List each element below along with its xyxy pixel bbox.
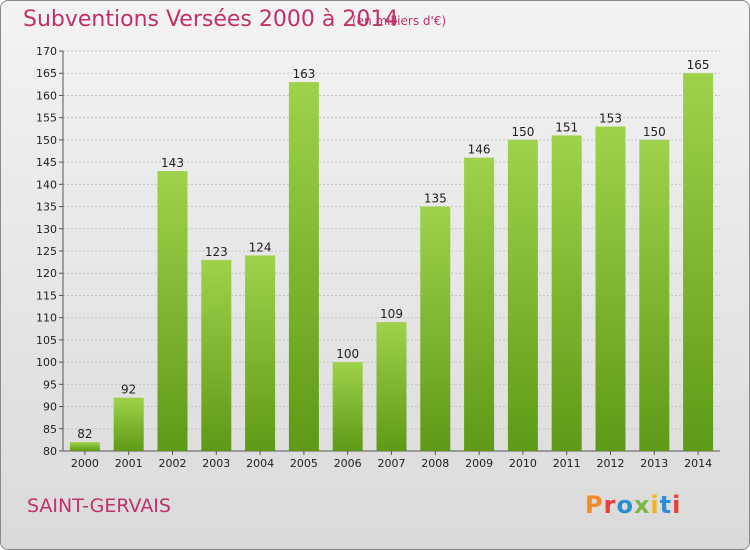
y-tick-label: 100 (36, 356, 57, 369)
bar (595, 126, 626, 452)
logo-letter: r (603, 491, 617, 519)
logo-letter: o (616, 491, 634, 519)
y-tick-label: 160 (36, 89, 57, 102)
bar (683, 73, 714, 451)
bar (201, 259, 232, 451)
y-tick-label: 140 (36, 178, 57, 191)
y-tick-label: 110 (36, 312, 57, 325)
commune-name: SAINT-GERVAIS (27, 495, 171, 517)
x-tick-label: 2006 (334, 457, 362, 470)
value-label: 109 (380, 307, 403, 321)
x-tick-label: 2014 (684, 457, 712, 470)
x-tick-label: 2003 (202, 457, 230, 470)
bar (332, 362, 363, 451)
value-label: 92 (121, 383, 136, 397)
value-label: 143 (161, 156, 184, 170)
value-labels: 82 92 143 123 124 163 100 109 135 146 150 151 153 150… (77, 58, 709, 441)
logo-letter: P (585, 491, 604, 519)
bar (288, 82, 319, 451)
value-label: 82 (77, 427, 92, 441)
bar (245, 255, 276, 451)
y-tick-labels: 80 85 90 95 100 105 110 115 120 125 130 135 140 145 15… (36, 45, 63, 458)
value-label: 124 (249, 240, 272, 254)
value-label: 153 (599, 112, 622, 126)
y-tick-label: 80 (43, 445, 57, 458)
value-label: 163 (292, 67, 315, 81)
value-label: 150 (511, 125, 534, 139)
y-tick-label: 115 (36, 289, 57, 302)
y-tick-label: 130 (36, 223, 57, 236)
x-tick-label: 2000 (71, 457, 99, 470)
bar (376, 322, 407, 451)
x-tick-label: 2005 (290, 457, 318, 470)
value-label: 146 (468, 143, 491, 157)
y-tick-label: 135 (36, 201, 57, 214)
x-tick-label: 2001 (115, 457, 143, 470)
value-label: 151 (555, 120, 578, 134)
x-tick-label: 2007 (378, 457, 406, 470)
y-tick-label: 90 (43, 401, 57, 414)
value-label: 150 (643, 125, 666, 139)
bar (69, 442, 100, 451)
y-tick-label: 155 (36, 112, 57, 125)
x-tick-label: 2013 (640, 457, 668, 470)
bar (113, 397, 144, 451)
bar (464, 157, 495, 451)
bar (639, 139, 670, 451)
x-tick-label: 2002 (159, 457, 187, 470)
y-tick-label: 145 (36, 156, 57, 169)
y-tick-label: 125 (36, 245, 57, 258)
x-tick-label: 2008 (421, 457, 449, 470)
y-tick-label: 120 (36, 267, 57, 280)
x-tick-label: 2011 (553, 457, 581, 470)
x-tick-label: 2009 (465, 457, 493, 470)
y-tick-label: 105 (36, 334, 57, 347)
logo-letter: i (650, 491, 660, 519)
value-label: 123 (205, 245, 228, 259)
value-label: 135 (424, 192, 447, 206)
logo-letter: x (633, 491, 651, 519)
x-tick-label: 2004 (246, 457, 274, 470)
y-tick-label: 95 (43, 378, 57, 391)
bar (507, 139, 538, 451)
bar (551, 135, 582, 451)
chart-title: Subventions Versées 2000 à 2014 (23, 7, 399, 32)
bar (157, 171, 188, 451)
value-label: 100 (336, 347, 359, 361)
y-tick-label: 85 (43, 423, 57, 436)
logo-letter: i (672, 491, 682, 519)
bar (420, 206, 451, 451)
x-tick-label: 2010 (509, 457, 537, 470)
proxiti-logo: Proxiti (585, 491, 681, 519)
bars (69, 73, 714, 452)
x-tick-label: 2012 (597, 457, 625, 470)
y-tick-label: 165 (36, 67, 57, 80)
y-tick-label: 150 (36, 134, 57, 147)
y-tick-label: 170 (36, 45, 57, 58)
logo-letter: t (659, 491, 673, 519)
chart-unit: (en milliers d'€) (352, 14, 447, 28)
value-label: 165 (687, 58, 710, 72)
x-tick-labels: 2000 2001 2002 2003 2004 2005 2006 2007 2008 2009… (71, 451, 712, 470)
